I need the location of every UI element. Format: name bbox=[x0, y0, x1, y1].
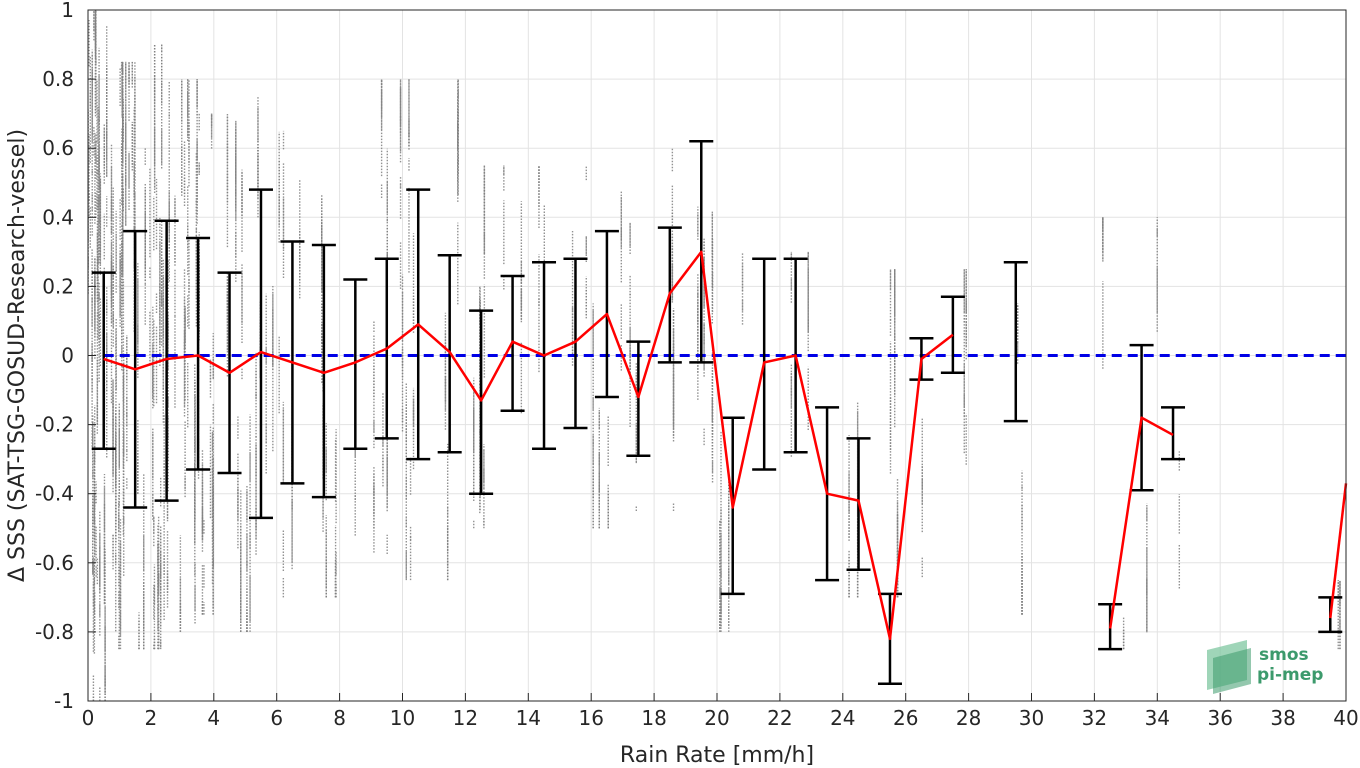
x-tick-label: 32 bbox=[1082, 706, 1107, 730]
y-tick-label: 0.8 bbox=[42, 67, 74, 91]
mean-line-segment bbox=[103, 250, 954, 641]
x-tick-label: 14 bbox=[516, 706, 541, 730]
x-tick-label: 12 bbox=[453, 706, 478, 730]
y-tick-label: -1 bbox=[54, 689, 74, 713]
x-axis-ticks: 0 2 4 6 8 10 12 14 16 18 20 22 24 26 28 30 32 34 36 38 40 bbox=[82, 693, 1359, 730]
x-tick-label: 28 bbox=[956, 706, 981, 730]
y-tick-label: 0.6 bbox=[42, 136, 74, 160]
y-tick-label: 0.4 bbox=[42, 205, 74, 229]
x-tick-label: 38 bbox=[1270, 706, 1295, 730]
x-tick-label: 30 bbox=[1019, 706, 1044, 730]
x-tick-label: 4 bbox=[207, 706, 220, 730]
x-tick-label: 6 bbox=[270, 706, 283, 730]
x-tick-label: 10 bbox=[390, 706, 415, 730]
y-axis-ticks: 1 0.8 0.6 0.4 0.2 0 -0.2 -0.4 -0.6 -0.8 -1 bbox=[35, 0, 96, 713]
x-tick-label: 40 bbox=[1333, 706, 1358, 730]
y-tick-label: 0 bbox=[61, 344, 74, 368]
smos-pi-mep-logo: smos pi-mep bbox=[1207, 640, 1323, 694]
x-tick-label: 22 bbox=[767, 706, 792, 730]
x-tick-label: 24 bbox=[830, 706, 855, 730]
x-axis-label: Rain Rate [mm/h] bbox=[620, 743, 814, 768]
y-tick-label: -0.2 bbox=[35, 413, 74, 437]
x-tick-label: 0 bbox=[82, 706, 95, 730]
mean-line-segment bbox=[1329, 483, 1348, 619]
y-tick-label: 0.2 bbox=[42, 274, 74, 298]
mean-line bbox=[103, 250, 1348, 641]
x-tick-label: 2 bbox=[145, 706, 158, 730]
logo-wave-icon-front bbox=[1213, 648, 1251, 694]
x-tick-label: 34 bbox=[1145, 706, 1170, 730]
y-tick-label: -0.6 bbox=[35, 551, 74, 575]
scatter-points bbox=[87, 10, 1341, 701]
x-tick-label: 16 bbox=[578, 706, 603, 730]
logo-line1: smos bbox=[1259, 645, 1309, 665]
y-tick-label: -0.8 bbox=[35, 620, 74, 644]
y-tick-label: -0.4 bbox=[35, 482, 74, 506]
x-tick-label: 36 bbox=[1207, 706, 1232, 730]
x-tick-label: 8 bbox=[333, 706, 346, 730]
x-tick-label: 20 bbox=[704, 706, 729, 730]
x-tick-label: 26 bbox=[893, 706, 918, 730]
y-axis-label: Δ SSS (SAT-TSG-GOSUD-Research-vessel) bbox=[5, 129, 30, 582]
x-tick-label: 18 bbox=[641, 706, 666, 730]
logo-line2: pi-mep bbox=[1257, 665, 1323, 685]
mean-line-segment bbox=[1108, 416, 1174, 629]
y-tick-label: 1 bbox=[61, 0, 74, 22]
